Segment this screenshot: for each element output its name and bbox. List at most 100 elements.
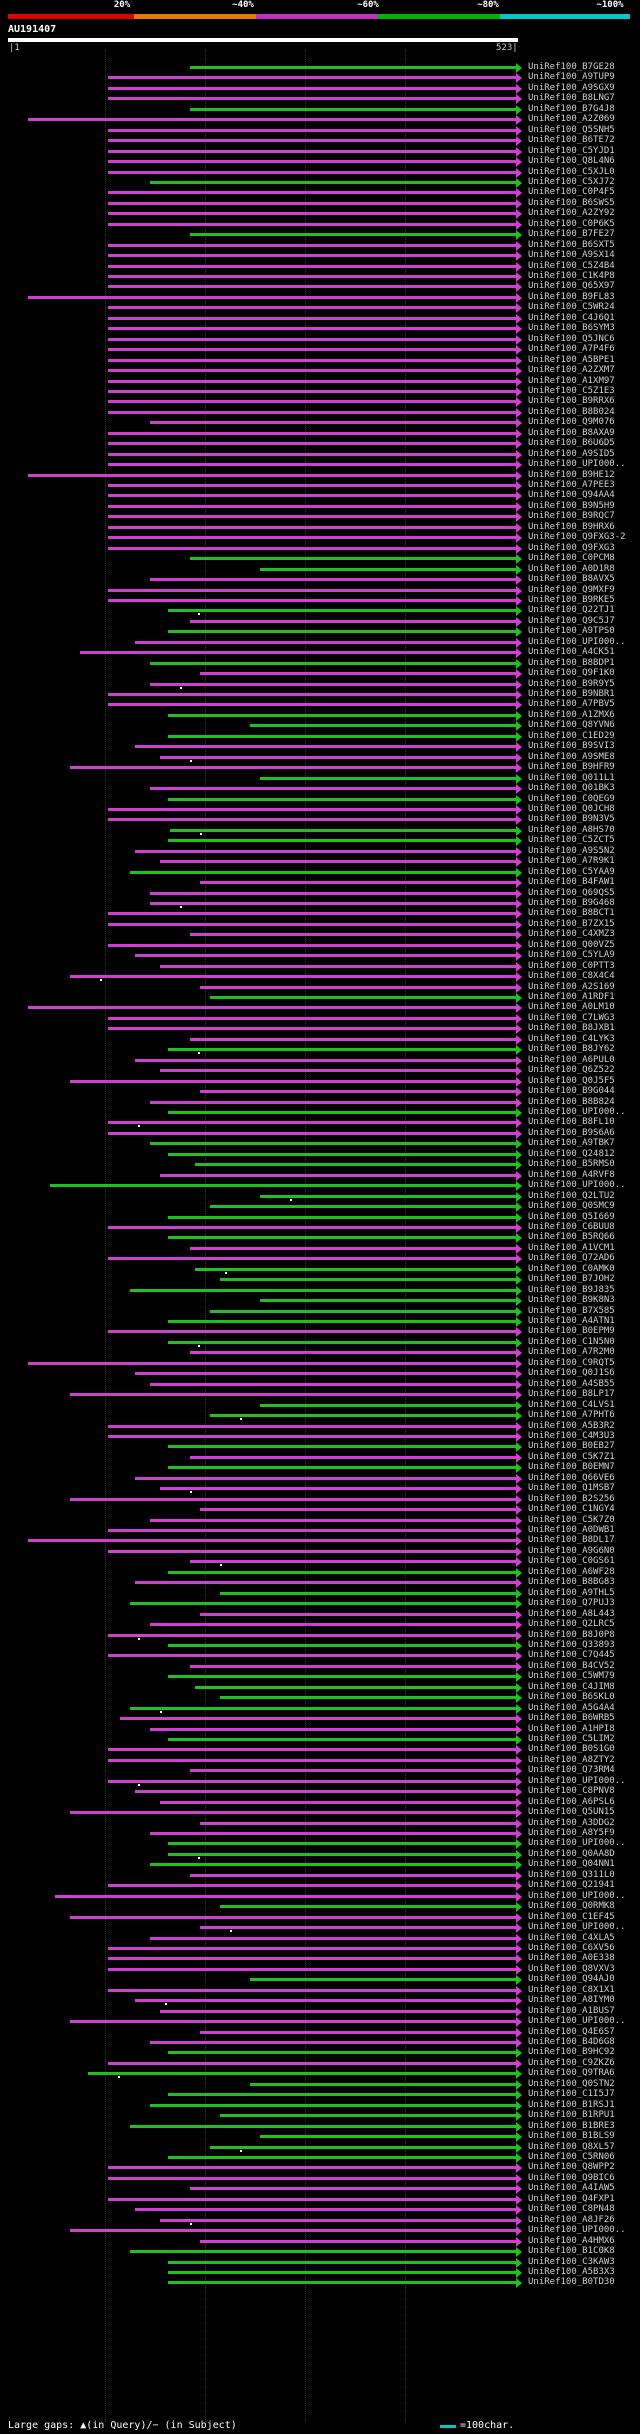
hit-bar[interactable] [0, 595, 526, 606]
hit-bar[interactable] [0, 511, 526, 522]
hit-bar[interactable] [0, 2257, 526, 2268]
hit-bar[interactable] [0, 1650, 526, 1661]
hit-bar[interactable] [0, 1316, 526, 1327]
hit-label[interactable]: UniRef100_B9N5H9 [528, 501, 615, 511]
hit-bar[interactable] [0, 1807, 526, 1818]
hit-label[interactable]: UniRef100_C5YLA9 [528, 950, 615, 960]
hit-label[interactable]: UniRef100_A6PUL0 [528, 1055, 615, 1065]
hit-label[interactable]: UniRef100_Q5JNC6 [528, 334, 615, 344]
hit-bar[interactable] [0, 1117, 526, 1128]
hit-label[interactable]: UniRef100_C1ED29 [528, 731, 615, 741]
hit-bar[interactable] [0, 1880, 526, 1891]
hit-label[interactable]: UniRef100_Q9TRA6 [528, 2068, 615, 2078]
hit-label[interactable]: UniRef100_C5K7Z1 [528, 1452, 615, 1462]
hit-bar[interactable] [0, 1797, 526, 1808]
hit-label[interactable]: UniRef100_A8Y5F9 [528, 1828, 615, 1838]
hit-label[interactable]: UniRef100_A8JF26 [528, 2215, 615, 2225]
hit-bar[interactable] [0, 637, 526, 648]
hit-bar[interactable] [0, 522, 526, 533]
hit-bar[interactable] [0, 501, 526, 512]
hit-label[interactable]: UniRef100_UPI000.. [528, 1838, 626, 1848]
hit-label[interactable]: UniRef100_Q0J5F5 [528, 1076, 615, 1086]
hit-label[interactable]: UniRef100_B6SXT5 [528, 240, 615, 250]
hit-label[interactable]: UniRef100_B9RKE5 [528, 595, 615, 605]
hit-label[interactable]: UniRef100_B8JXB1 [528, 1023, 615, 1033]
hit-bar[interactable] [0, 1525, 526, 1536]
hit-label[interactable]: UniRef100_B9HRX6 [528, 522, 615, 532]
hit-bar[interactable] [0, 532, 526, 543]
hit-bar[interactable] [0, 2027, 526, 2038]
hit-bar[interactable] [0, 814, 526, 825]
hit-bar[interactable] [0, 825, 526, 836]
hit-bar[interactable] [0, 428, 526, 439]
hit-label[interactable]: UniRef100_A9TPS0 [528, 626, 615, 636]
hit-bar[interactable] [0, 2047, 526, 2058]
hit-label[interactable]: UniRef100_C5XJ72 [528, 177, 615, 187]
hit-bar[interactable] [0, 971, 526, 982]
hit-label[interactable]: UniRef100_Q0JCH8 [528, 804, 615, 814]
hit-label[interactable]: UniRef100_C1NGY4 [528, 1504, 615, 1514]
hit-bar[interactable] [0, 1212, 526, 1223]
hit-label[interactable]: UniRef100_A4CK51 [528, 647, 615, 657]
hit-label[interactable]: UniRef100_B6TE72 [528, 135, 615, 145]
hit-label[interactable]: UniRef100_C0QEG9 [528, 794, 615, 804]
hit-label[interactable]: UniRef100_B9RRX6 [528, 396, 615, 406]
hit-label[interactable]: UniRef100_A0DWB1 [528, 1525, 615, 1535]
hit-bar[interactable] [0, 355, 526, 366]
hit-label[interactable]: UniRef100_B0EMN7 [528, 1462, 615, 1472]
hit-bar[interactable] [0, 992, 526, 1003]
hit-label[interactable]: UniRef100_B9J835 [528, 1285, 615, 1295]
hit-label[interactable]: UniRef100_C8PN48 [528, 2204, 615, 2214]
hit-label[interactable]: UniRef100_Q4FXP1 [528, 2194, 615, 2204]
hit-label[interactable]: UniRef100_Q8L4N6 [528, 156, 615, 166]
hit-bar[interactable] [0, 605, 526, 616]
hit-label[interactable]: UniRef100_A7PHT6 [528, 1410, 615, 1420]
hit-label[interactable]: UniRef100_B0TD30 [528, 2277, 615, 2287]
hit-bar[interactable] [0, 804, 526, 815]
hit-label[interactable]: UniRef100_C8X4C4 [528, 971, 615, 981]
hit-bar[interactable] [0, 449, 526, 460]
hit-bar[interactable] [0, 1870, 526, 1881]
hit-bar[interactable] [0, 1065, 526, 1076]
hit-label[interactable]: UniRef100_C5LIM2 [528, 1734, 615, 1744]
hit-label[interactable]: UniRef100_B9R9Y5 [528, 679, 615, 689]
hit-bar[interactable] [0, 114, 526, 125]
hit-bar[interactable] [0, 323, 526, 334]
hit-bar[interactable] [0, 1755, 526, 1766]
hit-label[interactable]: UniRef100_C8X1X1 [528, 1985, 615, 1995]
hit-label[interactable]: UniRef100_B0EPM9 [528, 1326, 615, 1336]
hit-label[interactable]: UniRef100_B2S256 [528, 1494, 615, 1504]
hit-label[interactable]: UniRef100_B1BRE3 [528, 2121, 615, 2131]
hit-bar[interactable] [0, 2037, 526, 2048]
hit-label[interactable]: UniRef100_A5G4A4 [528, 1703, 615, 1713]
hit-bar[interactable] [0, 1149, 526, 1160]
hit-label[interactable]: UniRef100_C1K4P8 [528, 271, 615, 281]
hit-label[interactable]: UniRef100_B9K8N3 [528, 1295, 615, 1305]
hit-bar[interactable] [0, 1671, 526, 1682]
hit-bar[interactable] [0, 1734, 526, 1745]
hit-label[interactable]: UniRef100_A3DDG2 [528, 1818, 615, 1828]
hit-label[interactable]: UniRef100_C5XJL0 [528, 167, 615, 177]
hit-label[interactable]: UniRef100_C4XMZ3 [528, 929, 615, 939]
hit-label[interactable]: UniRef100_A2ZXM7 [528, 365, 615, 375]
hit-label[interactable]: UniRef100_Q5I669 [528, 1212, 615, 1222]
hit-label[interactable]: UniRef100_C5K7Z0 [528, 1515, 615, 1525]
hit-bar[interactable] [0, 1243, 526, 1254]
hit-label[interactable]: UniRef100_Q33893 [528, 1640, 615, 1650]
hit-label[interactable]: UniRef100_B8B824 [528, 1097, 615, 1107]
hit-bar[interactable] [0, 2204, 526, 2215]
hit-label[interactable]: UniRef100_A1HPI8 [528, 1724, 615, 1734]
hit-label[interactable]: UniRef100_B0EB27 [528, 1441, 615, 1451]
hit-label[interactable]: UniRef100_UPI000.. [528, 2016, 626, 2026]
hit-bar[interactable] [0, 1849, 526, 1860]
hit-bar[interactable] [0, 2016, 526, 2027]
hit-label[interactable]: UniRef100_Q73RM4 [528, 1765, 615, 1775]
hit-label[interactable]: UniRef100_C0AMK0 [528, 1264, 615, 1274]
hit-bar[interactable] [0, 1838, 526, 1849]
hit-bar[interactable] [0, 1264, 526, 1275]
hit-label[interactable]: UniRef100_Q311L0 [528, 1870, 615, 1880]
hit-bar[interactable] [0, 1421, 526, 1432]
hit-bar[interactable] [0, 1044, 526, 1055]
hit-bar[interactable] [0, 261, 526, 272]
hit-bar[interactable] [0, 1274, 526, 1285]
